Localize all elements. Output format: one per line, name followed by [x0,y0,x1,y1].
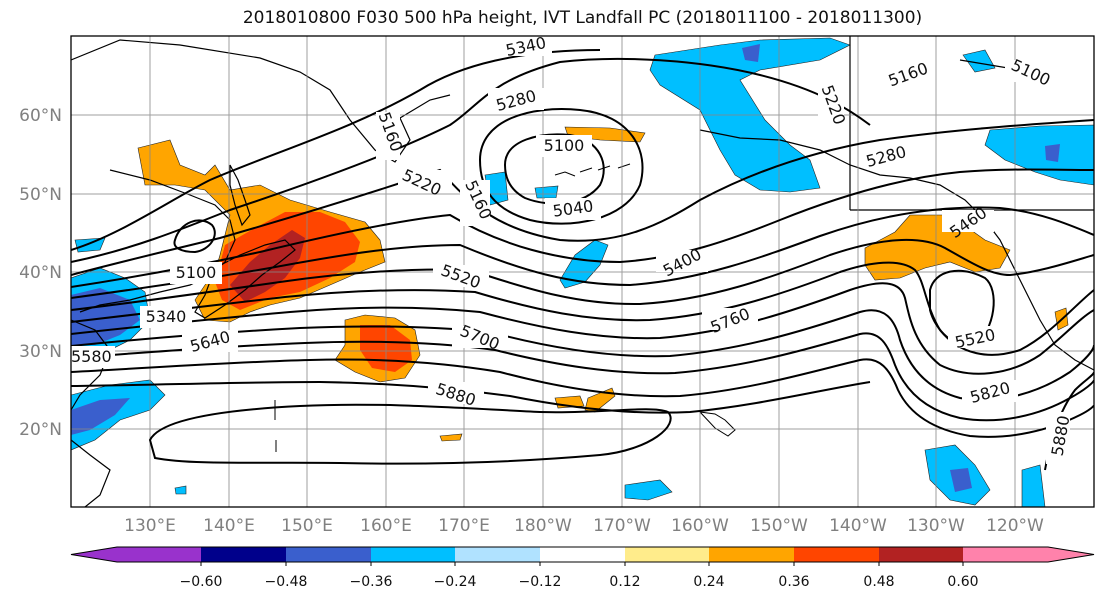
colorbar-segment [117,547,201,562]
colorbar-extend-max [1048,547,1094,562]
contour-label: 5580 [71,347,112,366]
lat-label: 20°N [19,420,62,440]
colorbar-segment [371,547,455,562]
colorbar-tick-labels: −0.60 −0.48 −0.36 −0.24 −0.12 0.12 0.24 … [180,574,979,590]
lon-label: 170°W [593,516,651,536]
colorbar-outline [70,546,1095,563]
lon-label: 130°E [124,516,176,536]
lon-label: 160°W [671,516,729,536]
lon-label: 120°W [986,516,1044,536]
colorbar-tick-label: −0.12 [519,574,562,590]
lon-label: 160°E [360,516,412,536]
lat-label: 60°N [19,106,62,126]
colorbar-segment [625,547,709,562]
colorbar-tick-label: −0.48 [265,574,308,590]
longitude-labels: 130°E 140°E 150°E 160°E 170°E 180°W 170°… [124,516,1044,536]
colorbar-tick-label: 0.24 [693,574,724,590]
colorbar-segment [286,547,371,562]
lat-label: 50°N [19,185,62,205]
colorbar-extend-min [71,547,117,562]
colorbar-segment [201,547,286,562]
lon-label: 140°W [829,516,887,536]
contour-label: 5340 [146,307,187,326]
lon-label: 130°W [907,516,965,536]
colorbar-tick-label: 0.48 [863,574,894,590]
colorbar-segment [709,547,794,562]
lat-label: 30°N [19,342,62,362]
height-contour-labels: 5340 5280 5100 5040 5160 5220 5160 5220 … [71,36,1073,464]
lon-label: 150°E [281,516,333,536]
map-frame [70,35,1095,508]
colorbar-segment [963,547,1048,562]
lon-label: 180°W [514,516,572,536]
contour-label: 5100 [544,136,585,155]
lat-label: 40°N [19,263,62,283]
map-title: 2018010800 F030 500 hPa height, IVT Land… [242,8,923,28]
colorbar [70,546,1095,566]
islands [274,163,736,452]
lon-label: 140°E [203,516,255,536]
colorbar-segment [879,547,963,562]
contour-label: 5100 [176,263,217,282]
colorbar-tick-label: −0.36 [350,574,393,590]
colorbar-tick-label: 0.36 [778,574,809,590]
colorbar-segment [794,547,879,562]
colorbar-tick-label: 0.60 [947,574,978,590]
colorbar-tick-label: −0.24 [434,574,477,590]
lon-label: 170°E [438,516,490,536]
colorbar-tick-label: −0.60 [180,574,223,590]
lon-label: 150°W [750,516,808,536]
colorbar-tick-label: 0.12 [609,574,640,590]
colorbar-segment [540,547,625,562]
colorbar-segment [455,547,540,562]
latitude-labels: 60°N 50°N 40°N 30°N 20°N [19,106,62,440]
